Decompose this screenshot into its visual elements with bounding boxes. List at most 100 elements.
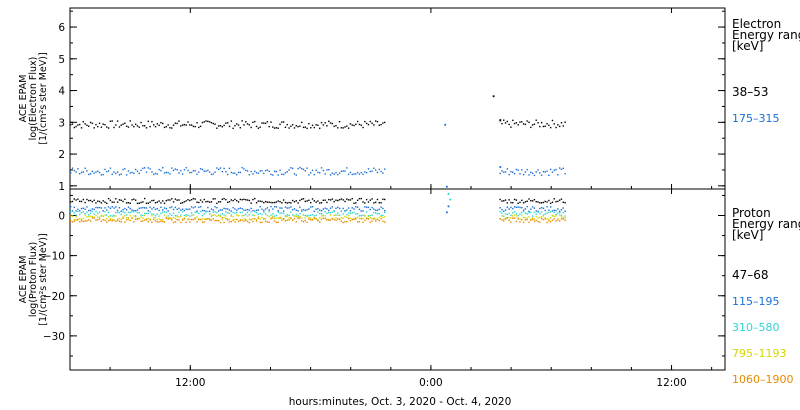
data-point bbox=[122, 211, 124, 213]
data-point bbox=[221, 198, 223, 201]
data-point bbox=[136, 209, 139, 211]
data-point bbox=[187, 218, 189, 220]
data-point bbox=[82, 217, 85, 220]
data-point bbox=[163, 172, 166, 174]
data-point bbox=[320, 209, 323, 212]
data-point bbox=[228, 212, 231, 214]
data-point bbox=[120, 221, 122, 223]
data-point bbox=[288, 127, 290, 129]
data-point bbox=[214, 206, 216, 208]
data-point bbox=[528, 216, 530, 218]
data-point bbox=[344, 126, 346, 128]
data-point bbox=[169, 127, 171, 129]
data-point bbox=[317, 218, 319, 221]
data-point bbox=[246, 211, 249, 214]
data-point bbox=[508, 208, 510, 210]
data-point bbox=[546, 201, 548, 203]
data-point bbox=[138, 211, 140, 214]
data-point bbox=[194, 198, 196, 200]
data-point bbox=[178, 211, 180, 213]
data-point bbox=[300, 167, 303, 170]
data-point bbox=[73, 220, 76, 222]
data-point bbox=[236, 123, 238, 125]
data-point bbox=[526, 205, 528, 208]
data-point bbox=[180, 209, 182, 211]
data-point bbox=[373, 208, 375, 210]
data-point bbox=[528, 212, 530, 214]
data-point bbox=[281, 202, 283, 204]
data-point bbox=[73, 198, 76, 200]
data-point bbox=[380, 206, 382, 208]
data-point bbox=[70, 123, 72, 126]
data-point bbox=[255, 209, 258, 212]
data-point bbox=[264, 213, 267, 215]
data-point bbox=[227, 201, 229, 204]
data-point bbox=[97, 170, 99, 172]
data-point bbox=[125, 214, 128, 216]
data-point bbox=[293, 215, 296, 217]
data-point bbox=[84, 220, 86, 222]
data-point bbox=[313, 173, 316, 176]
data-point bbox=[107, 211, 110, 214]
data-point bbox=[313, 215, 316, 217]
data-point bbox=[111, 220, 113, 222]
data-point bbox=[510, 217, 512, 219]
data-point bbox=[125, 174, 128, 176]
data-point bbox=[293, 217, 296, 220]
data-point bbox=[562, 216, 564, 219]
data-point bbox=[106, 214, 108, 216]
data-point bbox=[158, 215, 160, 217]
data-point bbox=[156, 173, 159, 175]
data-point bbox=[356, 120, 359, 123]
data-point bbox=[557, 212, 559, 214]
data-point bbox=[95, 206, 97, 209]
data-point bbox=[95, 210, 97, 213]
data-point bbox=[281, 217, 283, 220]
data-point bbox=[295, 215, 297, 218]
data-point bbox=[302, 168, 305, 171]
data-point bbox=[558, 199, 561, 201]
data-point bbox=[513, 211, 516, 213]
data-point bbox=[353, 124, 355, 127]
data-point bbox=[259, 200, 261, 202]
data-point bbox=[284, 172, 287, 174]
data-point bbox=[281, 121, 283, 123]
data-point bbox=[282, 218, 285, 220]
data-point bbox=[290, 202, 292, 204]
data-point bbox=[124, 207, 126, 210]
legend-entry: 175–315 bbox=[732, 112, 780, 125]
data-point bbox=[178, 120, 180, 122]
data-point bbox=[183, 214, 186, 217]
data-point bbox=[537, 122, 539, 124]
data-point bbox=[127, 218, 130, 221]
data-point bbox=[162, 218, 164, 221]
data-point bbox=[306, 167, 308, 169]
data-point bbox=[203, 170, 205, 172]
data-point bbox=[71, 210, 74, 212]
data-point bbox=[326, 201, 328, 204]
data-point bbox=[245, 169, 247, 172]
data-point bbox=[246, 208, 249, 211]
data-point bbox=[219, 215, 222, 218]
x-tick-label: 12:00 bbox=[175, 377, 205, 389]
data-point bbox=[212, 173, 214, 175]
data-point bbox=[239, 211, 242, 214]
data-point bbox=[367, 201, 370, 203]
data-point bbox=[232, 206, 234, 209]
data-point bbox=[501, 122, 503, 125]
data-point bbox=[367, 215, 370, 217]
data-point bbox=[86, 215, 88, 218]
data-point bbox=[189, 124, 191, 126]
data-point bbox=[302, 126, 305, 129]
data-point bbox=[282, 121, 285, 123]
data-point bbox=[203, 198, 205, 201]
data-point bbox=[118, 212, 121, 214]
data-point bbox=[221, 218, 223, 221]
data-point bbox=[257, 200, 260, 202]
data-point bbox=[134, 123, 137, 125]
data-point bbox=[530, 211, 532, 214]
data-point bbox=[95, 123, 97, 126]
data-point bbox=[378, 124, 380, 126]
data-point bbox=[364, 120, 366, 123]
data-point bbox=[109, 167, 112, 169]
